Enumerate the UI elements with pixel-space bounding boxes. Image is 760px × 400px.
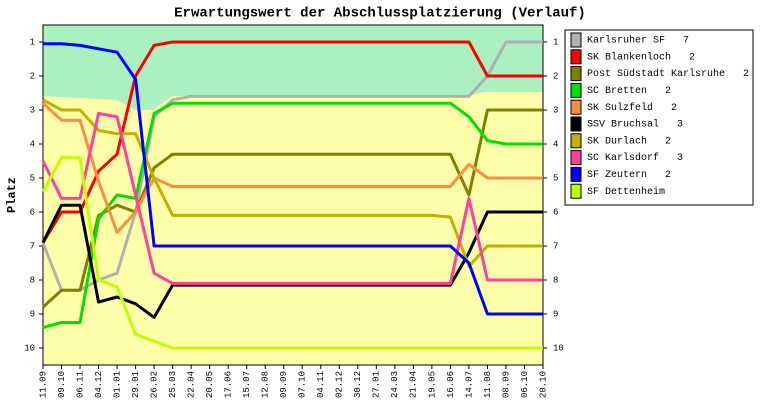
- x-tick-label: 20.10: [538, 371, 548, 398]
- x-tick-label: 15.07: [242, 371, 252, 398]
- x-tick-label: 29.01: [131, 371, 141, 398]
- legend-count: 2: [665, 86, 671, 97]
- x-tick-label: 08.09: [501, 371, 511, 398]
- y2-tick-label: 10: [553, 343, 564, 353]
- y2-tick-label: 1: [553, 37, 558, 47]
- series-line: [41, 156, 543, 350]
- series-line: [41, 203, 543, 319]
- upper-zone: [43, 25, 543, 110]
- legend-swatch: [570, 166, 582, 182]
- y2-tick-label: 5: [553, 173, 558, 183]
- y2-tick-label: 9: [553, 309, 558, 319]
- x-tick-label: 09.10: [57, 371, 67, 398]
- legend-count: 3: [677, 120, 683, 131]
- x-tick-label: 25.03: [168, 371, 178, 398]
- series-line: [41, 111, 543, 285]
- legend-label: SSV Bruchsal: [587, 119, 659, 131]
- y-tick-label: 3: [30, 105, 35, 115]
- legend-count: 2: [689, 52, 695, 63]
- y2-tick-label: 4: [553, 139, 558, 149]
- series-line: [43, 42, 543, 316]
- legend-swatch: [570, 150, 582, 166]
- x-tick-label: 12.08: [261, 371, 271, 398]
- legend-count: 7: [683, 36, 689, 47]
- y-tick-label: 5: [30, 173, 35, 183]
- x-tick-label: 20.05: [205, 371, 215, 398]
- y-tick-label: 2: [30, 71, 35, 81]
- legend-swatch: [570, 32, 582, 48]
- y2-tick-label: 3: [553, 105, 558, 115]
- y2-tick-label: 6: [553, 207, 558, 217]
- x-tick-label: 07.10: [298, 371, 308, 398]
- x-tick-label: 14.07: [464, 371, 474, 398]
- series-line: [41, 40, 543, 244]
- x-tick-label: 04.12: [94, 371, 104, 398]
- y-tick-label: 4: [30, 139, 35, 149]
- y-tick-label: 9: [30, 309, 35, 319]
- y2-tick-label: 8: [553, 275, 558, 285]
- legend-swatch: [570, 82, 582, 98]
- legend-label: SK Blankenloch: [587, 51, 671, 63]
- legend: [564, 29, 754, 206]
- legend-label: SK Durlach: [587, 135, 647, 147]
- legend-swatch: [570, 66, 582, 82]
- y-tick-label: 6: [30, 207, 35, 217]
- legend-count: 3: [677, 153, 683, 164]
- series-line: [42, 101, 543, 330]
- legend-swatch: [570, 99, 582, 115]
- y2-tick-label: 2: [553, 71, 558, 81]
- legend-swatch: [570, 183, 582, 199]
- legend-label: SF Dettenheim: [587, 186, 665, 198]
- legend-label: SC Karlsdorf: [587, 152, 659, 164]
- y-tick-label: 1: [30, 37, 35, 47]
- legend-label: Post Südstadt Karlsruhe: [587, 68, 725, 80]
- plot-frame: [42, 24, 544, 366]
- x-tick-label: 09.09: [279, 371, 289, 398]
- x-tick-label: 11.08: [483, 371, 493, 398]
- x-tick-label: 04.11: [316, 371, 326, 398]
- legend-count: 2: [743, 69, 749, 80]
- x-tick-label: 30.12: [353, 371, 363, 398]
- chart-title: Erwartungswert der Abschlussplatzierung …: [174, 6, 586, 22]
- x-tick-label: 16.06: [446, 371, 456, 398]
- y-axis-label: Platz: [5, 177, 19, 213]
- x-tick-label: 22.04: [187, 371, 197, 398]
- legend-swatch: [570, 116, 582, 132]
- legend-swatch: [570, 49, 582, 65]
- legend-count: 2: [671, 103, 677, 114]
- legend-count: 2: [665, 136, 671, 147]
- x-tick-label: 24.03: [390, 371, 400, 398]
- y2-tick-label: 7: [553, 241, 558, 251]
- x-tick-label: 17.06: [224, 371, 234, 398]
- legend-swatch: [570, 133, 582, 149]
- x-tick-label: 21.04: [409, 371, 419, 398]
- legend-label: SC Bretten: [587, 86, 647, 97]
- series-line: [41, 102, 543, 234]
- x-tick-label: 06.11: [75, 371, 85, 398]
- x-tick-label: 27.01: [372, 371, 382, 398]
- x-tick-label: 02.12: [335, 371, 345, 398]
- x-tick-label: 11.09: [38, 371, 48, 398]
- legend-label: Karlsruher SF: [587, 35, 665, 47]
- x-tick-label: 01.01: [112, 371, 122, 398]
- x-tick-label: 26.02: [149, 371, 159, 398]
- legend-label: SF Zeutern: [587, 170, 647, 181]
- x-tick-label: 06.10: [520, 371, 530, 398]
- x-tick-label: 19.05: [427, 371, 437, 398]
- legend-count: 2: [665, 170, 671, 181]
- series-line: [41, 40, 543, 292]
- legend-label: SK Sulzfeld: [587, 102, 653, 114]
- y-tick-label: 7: [30, 241, 35, 251]
- y-tick-label: 10: [24, 343, 35, 353]
- y-tick-label: 8: [30, 275, 35, 285]
